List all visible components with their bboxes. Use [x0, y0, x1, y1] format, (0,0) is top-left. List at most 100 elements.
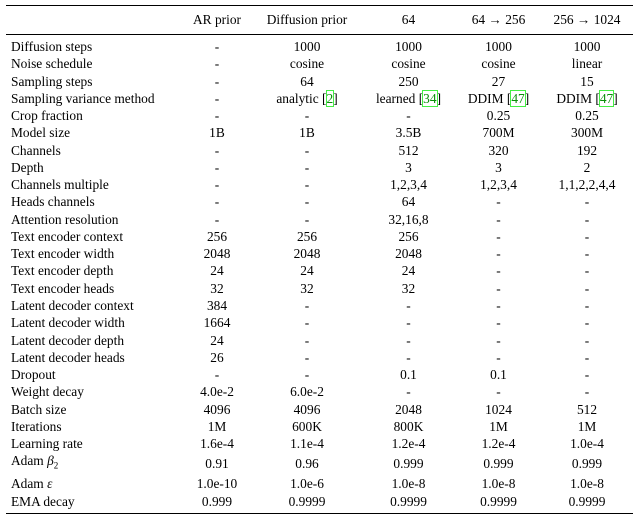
table-row: Batch size 4096 4096 2048 1024 512: [6, 401, 633, 418]
row-label-cell: Model size: [11, 125, 71, 141]
table-cell: -: [584, 297, 590, 313]
table-cell: 4096: [293, 401, 321, 417]
table-cell: 32: [401, 280, 416, 296]
header-cell-256-to-1024: 256 → 1024: [553, 12, 621, 27]
table-row: Text encoder width 2048 2048 2048 - -: [6, 245, 633, 262]
row-label-cell: Sampling variance method: [11, 90, 155, 106]
table-cell: -: [304, 142, 310, 158]
table-cell: -: [406, 315, 411, 331]
table-row: Heads channels - - 64 - -: [6, 193, 633, 210]
table-cell: 0.1: [400, 367, 417, 383]
row-label-cell: Learning rate: [11, 436, 83, 452]
table-cell: 1000: [573, 39, 601, 54]
table-cell: 1.0e-10: [196, 476, 238, 492]
row-label-cell: Latent decoder heads: [11, 349, 125, 365]
table-cell: 1.2e-4: [481, 436, 516, 452]
table-cell: -: [406, 297, 411, 313]
table-cell: cosine: [289, 56, 325, 72]
row-label-cell: Text encoder depth: [11, 263, 114, 279]
table-cell: -: [584, 228, 590, 244]
citation-link[interactable]: 47: [510, 89, 526, 107]
header-cell-diffusion-prior: Diffusion prior: [266, 12, 348, 27]
table-row: Adam ε 1.0e-10 1.0e-6 1.0e-8 1.0e-8 1.0e-8: [6, 475, 633, 492]
table-cell: -: [304, 349, 310, 365]
header-cell-ar-prior: AR prior: [193, 12, 241, 27]
row-label-cell: Adam ε: [11, 476, 53, 492]
table-row: Attention resolution - - 32,16,8 - -: [6, 211, 633, 228]
table-cell: -: [304, 108, 310, 124]
table-cell: 0.25: [486, 108, 511, 124]
table-cell: 512: [576, 401, 598, 417]
row-label-cell: Heads channels: [11, 194, 95, 210]
table-cell: -: [584, 315, 590, 331]
table-cell: 0.9999: [568, 493, 606, 509]
row-label-cell: Channels multiple: [11, 177, 109, 193]
table-cell: -: [584, 332, 590, 348]
table-cell: 1.1e-4: [290, 436, 324, 452]
row-label-cell: Text encoder heads: [11, 280, 115, 296]
row-label-cell: Latent decoder context: [11, 297, 134, 313]
table-cell: 320: [488, 142, 509, 158]
table-cell: 1M: [577, 418, 597, 434]
row-label-cell: Dropout: [11, 367, 56, 383]
table-cell: 1664: [203, 315, 231, 331]
table-cell: -: [496, 228, 501, 244]
table-cell: -: [584, 194, 590, 210]
table-cell: -: [496, 384, 501, 400]
table-cell: 384: [206, 297, 228, 313]
table-cell: 2048: [395, 401, 422, 417]
table-cell: 1.0e-8: [481, 476, 516, 492]
citation-link[interactable]: 47: [598, 89, 615, 107]
table-cell: -: [214, 211, 220, 227]
table-cell: 32,16,8: [388, 211, 429, 227]
table-cell: 3: [405, 159, 412, 175]
table-cell: 512: [398, 142, 419, 158]
table-cell: -: [584, 211, 590, 227]
table-cell: 0.9999: [390, 493, 427, 509]
table-cell: analytic [2]: [276, 89, 338, 107]
table-cell: -: [304, 332, 310, 348]
table-body: Diffusion steps -1000 1000 1000 1000 Noise sc…: [6, 35, 633, 514]
table-cell: 2048: [203, 246, 231, 262]
row-label-cell: Sampling steps: [11, 73, 93, 89]
table-cell: -: [304, 194, 310, 210]
table-cell: -: [214, 108, 220, 124]
citation-link[interactable]: 34: [422, 89, 438, 107]
table-row: Channels - - 512 320 192: [6, 142, 633, 159]
table-cell: 1B: [299, 125, 315, 141]
header-cell-64-to-256: 64 → 256: [471, 12, 526, 27]
table-cell: 26: [210, 349, 224, 365]
citation-link[interactable]: 2: [325, 89, 335, 107]
table-cell: cosine: [391, 56, 426, 72]
table-row: Noise schedule - cosine cosine cosine linear: [6, 55, 633, 72]
table-cell: 600K: [292, 418, 322, 434]
table-cell: 250: [398, 73, 419, 89]
table-cell: 24: [401, 263, 416, 279]
table-cell: -: [496, 349, 501, 365]
table-cell: -: [214, 90, 220, 106]
table-cell: DDIM [47]: [556, 89, 618, 107]
table-cell: -: [304, 315, 310, 331]
table-cell: 1.6e-4: [200, 436, 234, 452]
table-cell: 24: [300, 263, 314, 279]
table-cell: 64: [300, 73, 314, 89]
table-cell: 24: [210, 263, 224, 279]
table-cell: 0.96: [295, 456, 319, 472]
table-cell: 0.91: [205, 456, 229, 472]
table-cell: cosine: [481, 56, 516, 72]
table-cell: 4.0e-2: [200, 384, 234, 400]
row-label-cell: Noise schedule: [11, 56, 93, 72]
table-cell: 1M: [207, 418, 227, 434]
table-cell: 192: [576, 142, 598, 158]
table-cell: 0.1: [490, 367, 507, 383]
table-cell: 24: [210, 332, 224, 348]
row-label-cell: Depth: [11, 159, 44, 175]
table-cell: 256: [296, 228, 318, 244]
table-cell: -: [584, 384, 590, 400]
table-row: Latent decoder context 384 - - - -: [6, 297, 633, 314]
table-cell: 32: [210, 280, 224, 296]
row-label-cell: Latent decoder depth: [11, 332, 125, 348]
table-row: Sampling variance method - analytic [2] lea…: [6, 89, 633, 107]
table-cell: 256: [206, 228, 228, 244]
row-label-cell: Channels: [11, 142, 61, 158]
